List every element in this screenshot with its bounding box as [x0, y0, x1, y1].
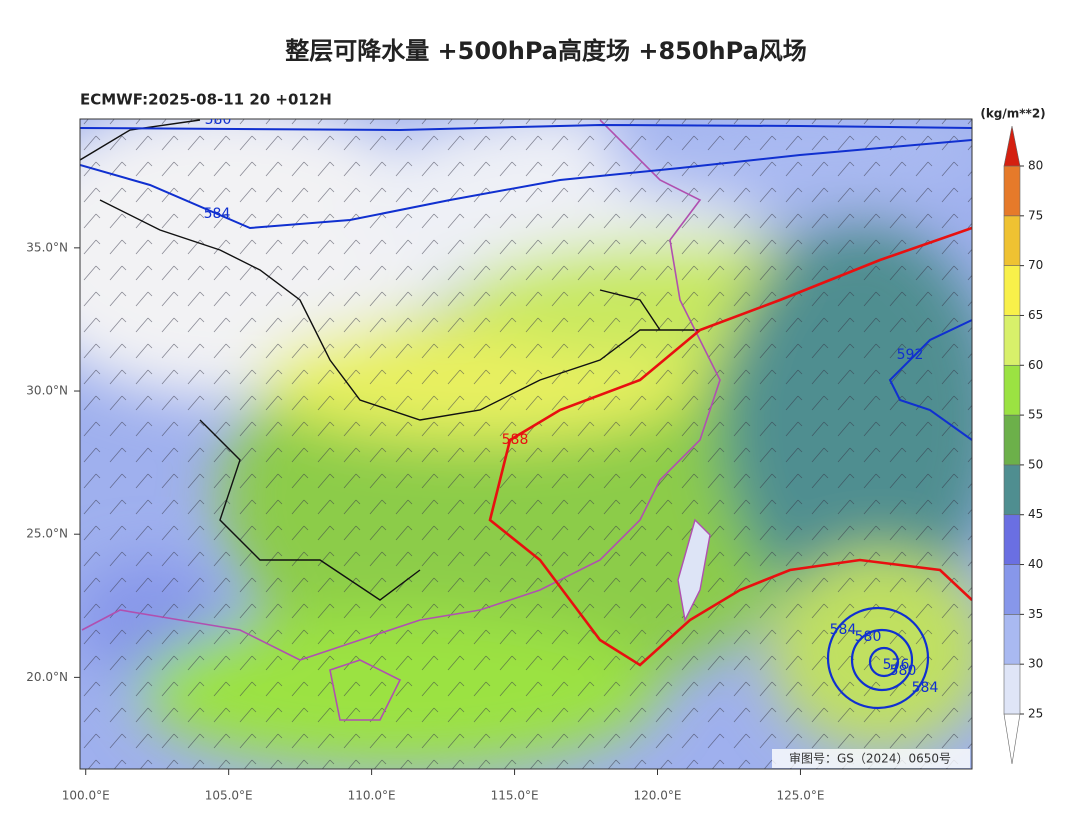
contour-label: 580 [205, 112, 232, 128]
lat-tick-label: 30.0°N [26, 384, 68, 398]
map-field [80, 119, 972, 769]
colorbar-cell [1003, 315, 1021, 366]
contour-label: 576 [883, 657, 910, 673]
lon-tick-label: 110.0°E [348, 789, 396, 803]
colorbar-unit: (kg/m**2) [980, 107, 1045, 121]
watermark: 审图号：GS（2024）0650号 [789, 751, 951, 766]
colorbar-label: 25 [1028, 707, 1043, 721]
colorbar-cell [1003, 165, 1021, 217]
colorbar-cell [1003, 414, 1021, 466]
colorbar-cell [1003, 614, 1021, 665]
subtitle: ECMWF:2025-08-11 20 +012H [80, 91, 332, 109]
colorbar-cell [1003, 663, 1021, 715]
colorbar-upper-extension [1003, 125, 1021, 167]
colorbar-label: 70 [1028, 258, 1043, 272]
watermark-box [772, 749, 970, 768]
contour-label: 592 [897, 347, 924, 363]
contour-label: 584 [830, 622, 857, 638]
colorbar-cell [1003, 215, 1021, 266]
colorbar-label: 50 [1028, 457, 1043, 471]
colorbar-label: 80 [1028, 159, 1043, 173]
contour-label: 584 [204, 206, 231, 222]
map-frame [79, 118, 973, 770]
lon-tick-label: 125.0°E [776, 789, 824, 803]
colorbar-label: 35 [1028, 607, 1043, 621]
colorbar-label: 65 [1028, 308, 1043, 322]
lon-tick-label: 120.0°E [634, 789, 682, 803]
contour-label: 580 [855, 629, 882, 645]
colorbar-cell [1003, 464, 1021, 516]
colorbar-label: 55 [1028, 408, 1043, 422]
title: 整层可降水量 +500hPa高度场 +850hPa风场 [285, 37, 807, 65]
colorbar-cell [1003, 265, 1021, 316]
contour-label: 580 [890, 663, 917, 679]
lat-tick-label: 20.0°N [26, 670, 68, 684]
lat-tick-label: 25.0°N [26, 527, 68, 541]
colorbar-lower-extension [1003, 713, 1021, 765]
colorbar-label: 40 [1028, 557, 1043, 571]
colorbar-label: 45 [1028, 507, 1043, 521]
lon-tick-label: 115.0°E [491, 789, 539, 803]
colorbar-cell [1003, 514, 1021, 565]
contour-label: 588 [502, 432, 529, 448]
colorbar-cell [1003, 364, 1021, 416]
colorbar-label: 30 [1028, 657, 1043, 671]
lon-tick-label: 100.0°E [62, 789, 110, 803]
colorbar-label: 60 [1028, 358, 1043, 372]
lon-tick-label: 105.0°E [205, 789, 253, 803]
lat-tick-label: 35.0°N [26, 240, 68, 254]
contour-label: 584 [912, 680, 939, 696]
colorbar-label: 75 [1028, 208, 1043, 222]
colorbar-cell [1003, 564, 1021, 615]
